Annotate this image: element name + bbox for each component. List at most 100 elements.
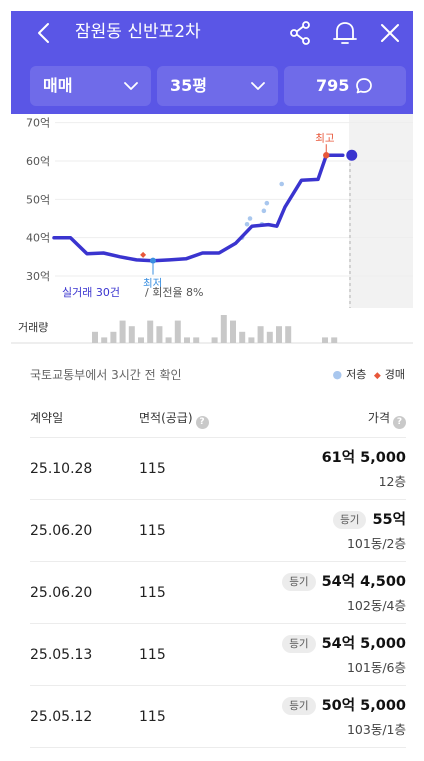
area: 115: [139, 523, 166, 539]
volume-bar: [101, 337, 108, 343]
floor: 101동/6층: [346, 660, 406, 675]
volume-bar: [331, 337, 338, 343]
real-trade-count: 실거래 30건: [62, 286, 120, 299]
table-row[interactable]: 25.06.20 115 등기 55억 101동/2층: [30, 500, 406, 562]
contract-date: 25.05.13: [30, 647, 93, 663]
back-arrow-icon[interactable]: [33, 21, 57, 45]
price-value: 54억 4,500: [321, 574, 406, 590]
size-select[interactable]: 35평: [157, 66, 278, 106]
volume-bar: [165, 337, 172, 343]
price: 등기 50억 5,000: [282, 697, 406, 715]
price-value: 50억 5,000: [321, 698, 406, 714]
y-tick-label: 70억: [26, 117, 50, 130]
price: 등기 55억: [333, 511, 406, 529]
data-source: 국토교통부에서 3시간 전 확인: [30, 368, 182, 382]
low-point-marker: [150, 257, 156, 264]
registered-badge: 등기: [282, 573, 316, 591]
x-tick-label: 2026.01: [328, 353, 374, 354]
col-header-price-label: 가격: [367, 411, 390, 425]
volume-bar: [285, 326, 292, 343]
x-tick-label: 2024.01: [130, 353, 176, 354]
turnover-rate: / 회전율 8%: [145, 286, 204, 299]
floor: 102동/4층: [346, 598, 406, 613]
y-tick-label: 60억: [26, 155, 50, 168]
price: 등기 54억 4,500: [282, 573, 406, 591]
col-header-area-label: 면적(공급): [139, 411, 193, 425]
volume-bar: [230, 320, 236, 343]
low-floor-point: [279, 181, 285, 187]
col-header-area[interactable]: 면적(공급)?: [139, 410, 209, 429]
high-label: 최고: [315, 132, 335, 144]
chevron-down-icon: [251, 82, 265, 90]
divider: [30, 437, 406, 438]
contract-date: 25.06.20: [30, 523, 93, 539]
top-bar: 잠원동 신반포2차 매매 35평 795: [11, 11, 413, 114]
chat-bubble-icon: [356, 78, 372, 94]
size-value: 35평: [170, 76, 207, 95]
area: 115: [139, 647, 166, 663]
table-row[interactable]: 25.06.20 115 등기 54억 4,500 102동/4층: [30, 562, 406, 624]
y-tick-label: 40억: [26, 232, 50, 245]
low-floor-point: [247, 216, 253, 221]
current-point-marker: [346, 149, 358, 161]
volume-bar: [257, 326, 264, 343]
auction-diamond-icon: ◆: [373, 371, 381, 381]
registered-badge: 등기: [282, 635, 316, 653]
volume-bar: [322, 337, 328, 343]
volume-bar: [220, 315, 227, 343]
auction-point: [140, 251, 147, 258]
legend-low: 저층: [346, 368, 367, 381]
price-value: 55억: [372, 512, 406, 528]
volume-bar: [193, 337, 200, 343]
chart-legend: ● 저층 ◆ 경매: [328, 366, 405, 382]
volume-bar: [184, 337, 190, 343]
y-tick-label: 50억: [26, 193, 50, 206]
price: 61억 5,000: [322, 449, 406, 467]
low-floor-dot-icon: ●: [332, 368, 343, 381]
volume-bar: [156, 326, 163, 343]
forecast-area: [349, 114, 413, 308]
table-row[interactable]: 25.05.13 115 등기 54억 5,000 101동/6층: [30, 624, 406, 686]
help-icon[interactable]: ?: [393, 416, 406, 429]
chevron-down-icon: [124, 82, 138, 90]
volume-bar: [174, 320, 181, 343]
low-label: 최저: [143, 278, 162, 290]
price-value: 61억 5,000: [321, 450, 406, 466]
low-floor-point: [244, 221, 250, 227]
low-floor-point: [261, 208, 267, 214]
app-frame: 잠원동 신반포2차 매매 35평 795: [11, 11, 413, 761]
volume-bar: [110, 331, 117, 343]
help-icon[interactable]: ?: [195, 416, 209, 429]
volume-bar: [128, 326, 135, 343]
floor: 12층: [378, 474, 406, 489]
volume-bar: [92, 331, 98, 343]
bell-icon[interactable]: [332, 19, 358, 47]
high-point-marker: [323, 152, 330, 159]
volume-bar: [248, 337, 255, 343]
price-value: 54억 5,000: [321, 636, 406, 652]
table-row[interactable]: 25.05.12 115 등기 50억 5,000 103동/1층: [30, 686, 406, 748]
contract-date: 25.05.12: [30, 709, 93, 725]
floor: 103동/1층: [346, 722, 406, 737]
share-icon[interactable]: [288, 20, 312, 46]
y-tick-label: 30억: [26, 270, 50, 283]
trade-type-select[interactable]: 매매: [30, 66, 151, 106]
comment-count-button[interactable]: 795: [284, 66, 406, 106]
table-row[interactable]: 25.10.28 115 61억 5,000 12층: [30, 438, 406, 500]
area: 115: [139, 585, 166, 601]
comment-count: 795: [316, 76, 350, 95]
volume-bar: [211, 337, 218, 343]
registered-badge: 등기: [333, 511, 367, 529]
volume-label: 거래량: [18, 321, 48, 334]
close-icon[interactable]: [378, 21, 402, 45]
volume-bar: [276, 326, 282, 343]
col-header-price[interactable]: 가격?: [368, 410, 406, 429]
trade-type-value: 매매: [43, 76, 73, 95]
volume-bar: [119, 320, 126, 343]
contract-date: 25.10.28: [30, 461, 93, 477]
legend-auction: 경매: [384, 368, 405, 381]
low-floor-point: [264, 200, 270, 206]
x-tick-label: 2025.01: [229, 353, 275, 354]
contract-date: 25.06.20: [30, 585, 93, 601]
